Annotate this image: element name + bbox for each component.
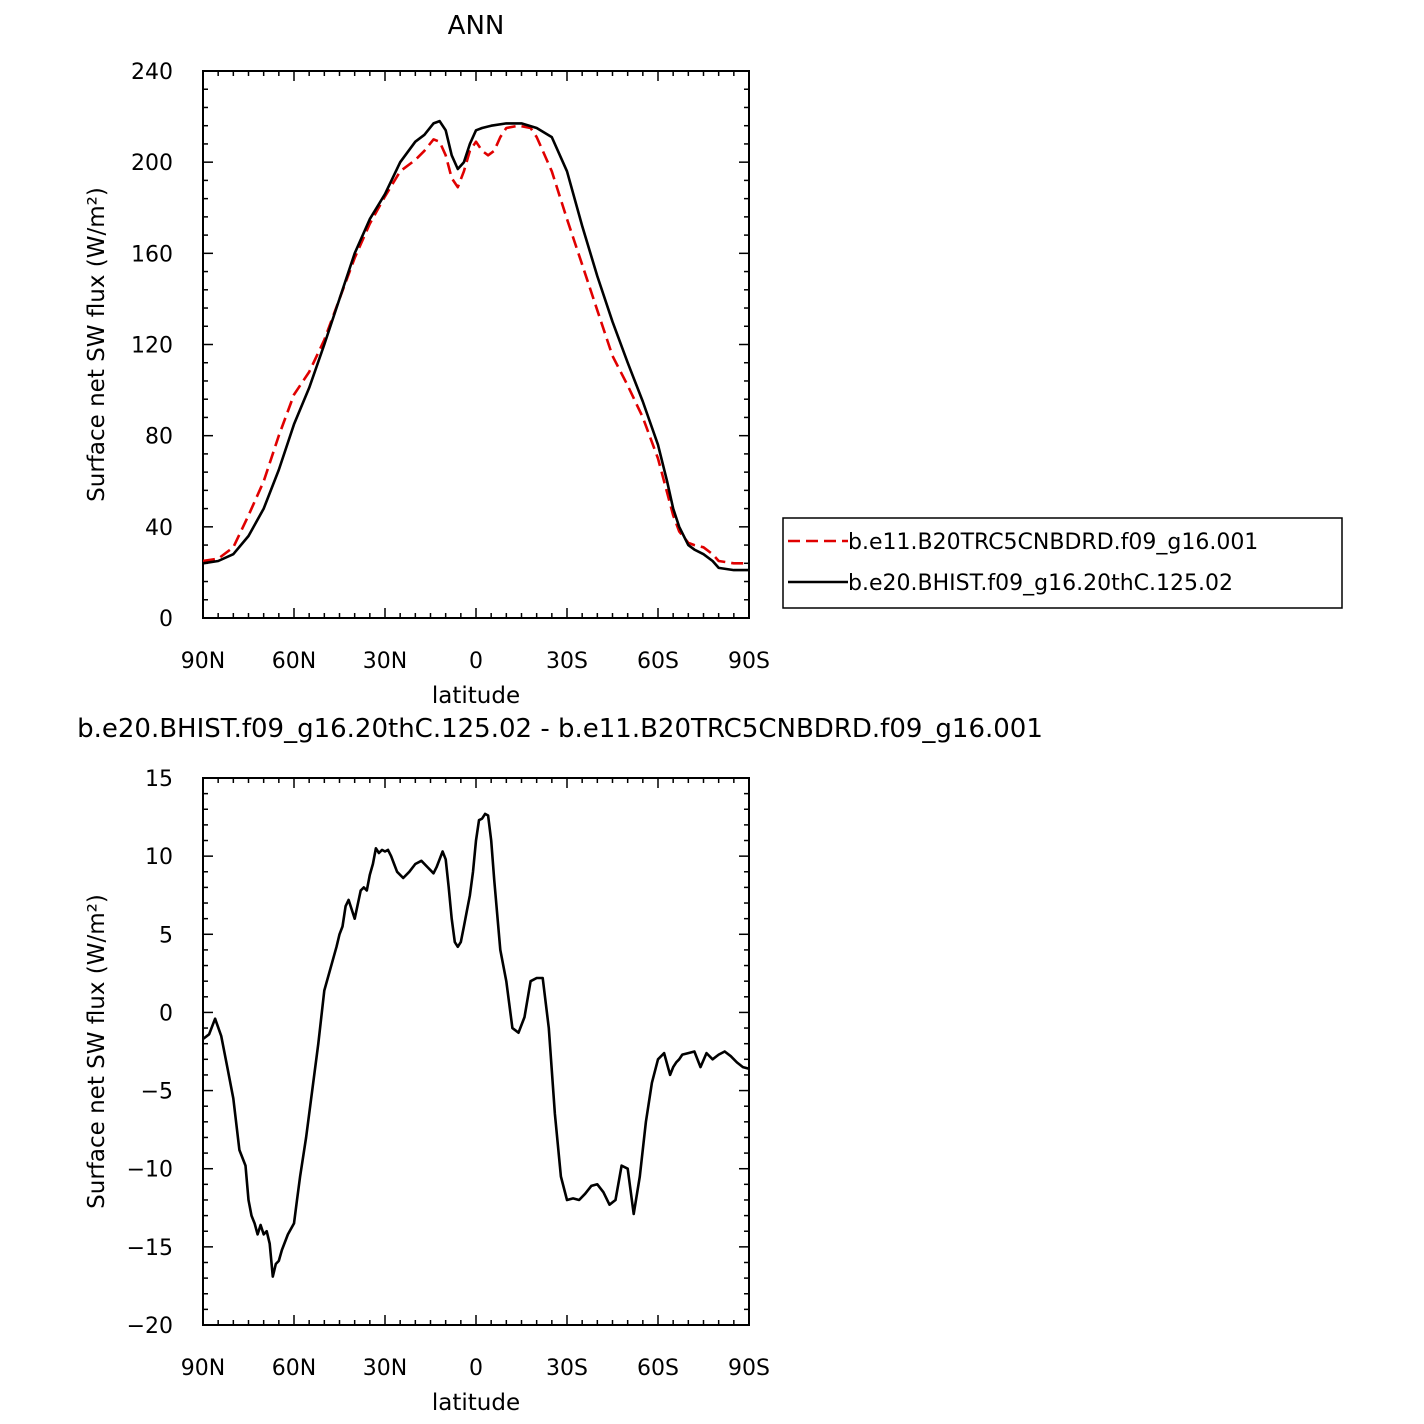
y-tick-label: −15 xyxy=(127,1236,173,1261)
y-tick-label: −10 xyxy=(127,1158,173,1183)
legend-box xyxy=(782,517,1343,609)
bottom-panel: b.e20.BHIST.f09_g16.20thC.125.02 - b.e11… xyxy=(77,714,1043,1416)
y-tick-label: 40 xyxy=(145,516,173,541)
y-tick-label: 240 xyxy=(131,60,173,85)
x-tick-label: 90N xyxy=(181,649,225,674)
y-tick-label: 5 xyxy=(159,923,173,948)
x-tick-label: 60S xyxy=(637,649,679,674)
chart-title: b.e20.BHIST.f09_g16.20thC.125.02 - b.e11… xyxy=(77,714,1043,744)
y-tick-label: 80 xyxy=(145,425,173,450)
x-tick-label: 0 xyxy=(469,649,483,674)
y-tick-label: −20 xyxy=(127,1314,173,1339)
x-tick-label: 60N xyxy=(272,649,316,674)
x-tick-label: 90S xyxy=(728,1356,770,1381)
x-tick-label: 30S xyxy=(546,1356,588,1381)
x-tick-label: 60S xyxy=(637,1356,679,1381)
x-tick-label: 60N xyxy=(272,1356,316,1381)
legend-entry-1: b.e20.BHIST.f09_g16.20thC.125.02 xyxy=(848,571,1233,596)
top-panel: ANN 90N 60N 30N 0 30S 60S 90S 0 40 80 120 160 200 240 l… xyxy=(84,11,770,709)
y-tick-label: 120 xyxy=(131,334,173,359)
series-line-1 xyxy=(203,119,749,572)
x-tick-label: 90N xyxy=(181,1356,225,1381)
y-tick-label: 160 xyxy=(131,242,173,267)
x-tick-label: 30N xyxy=(363,649,407,674)
x-tick-label: 90S xyxy=(728,649,770,674)
x-tick-label: 0 xyxy=(469,1356,483,1381)
series-line-0 xyxy=(203,124,749,565)
y-tick-label: 200 xyxy=(131,151,173,176)
x-axis-label: latitude xyxy=(432,683,520,709)
y-tick-label: 0 xyxy=(159,607,173,632)
y-tick-label: 15 xyxy=(145,767,173,792)
chart-title: ANN xyxy=(448,11,505,41)
x-tick-label: 30S xyxy=(546,649,588,674)
series-line-0 xyxy=(203,812,749,1278)
x-axis-label: latitude xyxy=(432,1390,520,1416)
y-tick-label: −5 xyxy=(141,1080,173,1105)
y-axis-label: Surface net SW flux (W/m²) xyxy=(84,187,110,502)
x-tick-label: 30N xyxy=(363,1356,407,1381)
plot-frame xyxy=(202,70,750,619)
y-tick-label: 10 xyxy=(145,845,173,870)
y-tick-label: 0 xyxy=(159,1001,173,1026)
legend: b.e11.B20TRC5CNBDRD.f09_g16.001 b.e20.BHI… xyxy=(782,517,1343,609)
y-axis-label: Surface net SW flux (W/m²) xyxy=(84,894,110,1209)
legend-entry-0: b.e11.B20TRC5CNBDRD.f09_g16.001 xyxy=(848,530,1258,555)
